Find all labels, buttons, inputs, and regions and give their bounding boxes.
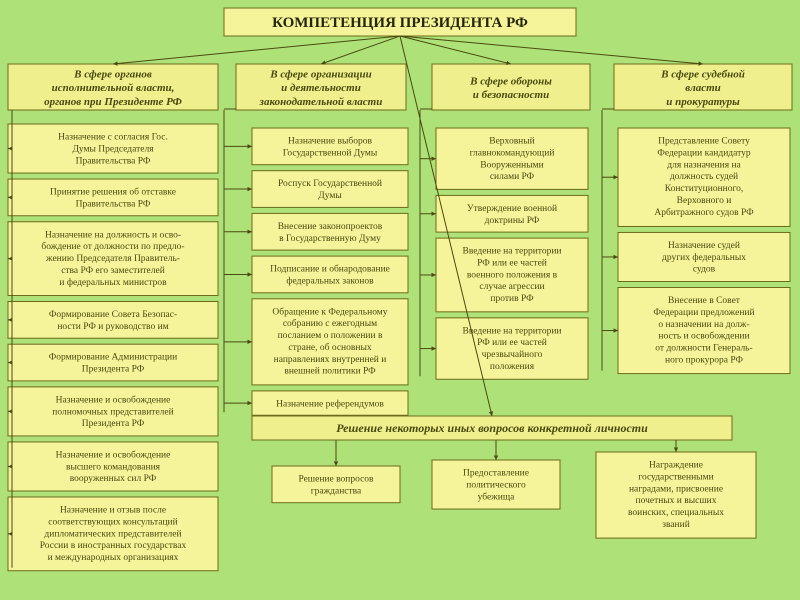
svg-text:Предоставление: Предоставление [463, 469, 529, 479]
svg-text:Думы: Думы [318, 191, 342, 201]
footer-title: Решение некоторых иных вопросов конкретн… [336, 421, 648, 435]
svg-text:ности РФ и руководство им: ности РФ и руководство им [57, 322, 168, 332]
svg-text:Думы Председателя: Думы Председателя [72, 144, 154, 154]
svg-text:и международных организациях: и международных организациях [48, 553, 179, 563]
svg-text:Обращение к Федеральному: Обращение к Федеральному [272, 306, 387, 317]
svg-text:дипломатических представителей: дипломатических представителей [44, 528, 181, 539]
svg-text:и безопасности: и безопасности [473, 89, 549, 101]
svg-text:силами РФ: силами РФ [490, 172, 535, 182]
svg-text:Верховный: Верховный [489, 136, 534, 147]
svg-text:Назначение и освобождение: Назначение и освобождение [56, 449, 171, 460]
svg-text:власти: власти [685, 82, 721, 94]
svg-text:бождение от должности по предл: бождение от должности по предло- [41, 241, 184, 252]
svg-text:Внесение в Совет: Внесение в Совет [668, 296, 741, 306]
svg-text:Формирование Администрации: Формирование Администрации [49, 353, 177, 363]
svg-text:Решение вопросов: Решение вопросов [298, 475, 374, 485]
svg-text:Утверждение военной: Утверждение военной [467, 203, 557, 214]
svg-text:Арбитражного судов РФ: Арбитражного судов РФ [654, 207, 754, 218]
svg-text:Формирование Совета Безопас-: Формирование Совета Безопас- [49, 310, 177, 320]
svg-text:Назначение на должность и осво: Назначение на должность и осво- [45, 230, 181, 240]
svg-text:и деятельности: и деятельности [281, 82, 361, 94]
svg-text:Назначение с согласия Гос.: Назначение с согласия Гос. [58, 133, 168, 143]
svg-text:Государственной Думы: Государственной Думы [283, 147, 378, 158]
svg-text:Федерации кандидатур: Федерации кандидатур [657, 148, 751, 158]
svg-text:Принятие решения об отставке: Принятие решения об отставке [50, 187, 176, 198]
svg-text:Внесение законопроектов: Внесение законопроектов [278, 222, 383, 232]
svg-text:случае агрессии: случае агрессии [479, 282, 544, 292]
svg-text:законодательной власти: законодательной власти [259, 96, 383, 108]
svg-text:Федерации предложений: Федерации предложений [653, 307, 754, 318]
svg-text:чрезвычайного: чрезвычайного [482, 349, 543, 360]
svg-text:Конституционного,: Конституционного, [665, 184, 744, 194]
svg-text:Введение на территории: Введение на территории [463, 247, 562, 257]
svg-text:Назначение референдумов: Назначение референдумов [276, 398, 384, 409]
svg-text:высшего командования: высшего командования [66, 462, 161, 472]
svg-text:внешней политики РФ: внешней политики РФ [284, 366, 376, 377]
svg-text:главнокомандующий: главнокомандующий [470, 147, 555, 158]
svg-text:званий: званий [662, 519, 690, 530]
svg-text:и прокуратуры: и прокуратуры [666, 96, 740, 108]
svg-text:военного положения в: военного положения в [467, 270, 558, 280]
svg-text:Представление Совету: Представление Совету [658, 137, 750, 147]
svg-text:В сфере органов: В сфере органов [73, 68, 152, 80]
svg-text:ность и освобождении: ность и освобождении [658, 331, 749, 342]
svg-text:других федеральных: других федеральных [662, 252, 746, 263]
diagram-root: КОМПЕТЕНЦИЯ ПРЕЗИДЕНТА РФ В сфере органов… [0, 0, 800, 600]
svg-text:ного прокурора РФ: ного прокурора РФ [665, 355, 743, 365]
svg-text:Правительства РФ: Правительства РФ [76, 156, 151, 166]
svg-text:доктрины РФ: доктрины РФ [485, 216, 540, 226]
svg-text:Вооруженными: Вооруженными [480, 160, 543, 170]
svg-text:о назначении на долж-: о назначении на долж- [658, 320, 749, 330]
svg-text:должность судей: должность судей [670, 171, 738, 182]
svg-text:федеральных законов: федеральных законов [286, 275, 374, 286]
svg-text:жению Председателя Правитель-: жению Председателя Правитель- [45, 254, 180, 264]
svg-text:ства РФ его заместителей: ства РФ его заместителей [61, 265, 165, 276]
svg-text:направлениях внутренней и: направлениях внутренней и [274, 354, 387, 365]
svg-text:соответствующих консультаций: соответствующих консультаций [48, 516, 177, 527]
svg-text:исполнительной власти,: исполнительной власти, [52, 82, 175, 94]
svg-text:России в иностранных государст: России в иностранных государствах [40, 541, 187, 551]
svg-text:Награждение: Награждение [649, 461, 703, 471]
svg-text:Введение на территории: Введение на территории [463, 326, 562, 336]
svg-text:политического: политического [466, 480, 526, 490]
svg-text:Назначение судей: Назначение судей [668, 240, 740, 251]
svg-text:Назначение и освобождение: Назначение и освобождение [56, 394, 171, 405]
svg-text:наградами, присвоение: наградами, присвоение [629, 484, 723, 494]
svg-text:Правительства РФ: Правительства РФ [76, 199, 151, 209]
title: КОМПЕТЕНЦИЯ ПРЕЗИДЕНТА РФ [272, 15, 528, 31]
svg-text:В сфере организации: В сфере организации [269, 68, 372, 80]
svg-text:Подписание и обнародование: Подписание и обнародование [270, 264, 390, 275]
svg-text:воинских, специальных: воинских, специальных [628, 508, 724, 518]
svg-text:В сфере обороны: В сфере обороны [469, 75, 552, 87]
svg-text:Верховного и: Верховного и [677, 196, 732, 206]
svg-text:Роспуск Государственной: Роспуск Государственной [278, 178, 382, 189]
svg-text:от должности Генераль-: от должности Генераль- [655, 344, 752, 354]
svg-text:Назначение и отзыв после: Назначение и отзыв после [60, 506, 166, 516]
svg-text:для назначения на: для назначения на [667, 160, 741, 170]
svg-text:В сфере судебной: В сфере судебной [660, 68, 745, 80]
svg-text:полномочных представителей: полномочных представителей [52, 406, 173, 417]
svg-text:органов при Президенте РФ: органов при Президенте РФ [44, 96, 182, 108]
svg-text:вооруженных сил РФ: вооруженных сил РФ [70, 474, 157, 484]
svg-text:и федеральных министров: и федеральных министров [59, 277, 167, 288]
svg-text:положения: положения [490, 362, 535, 372]
svg-text:посланием о положении в: посланием о положении в [278, 331, 383, 341]
svg-text:стране, об основных: стране, об основных [288, 342, 371, 353]
svg-text:в Государственную Думу: в Государственную Думу [279, 234, 381, 244]
svg-text:гражданства: гражданства [311, 486, 362, 496]
svg-text:Президента РФ: Президента РФ [82, 419, 145, 429]
svg-text:собранию с ежегодным: собранию с ежегодным [283, 318, 377, 329]
svg-text:почетных и высших: почетных и высших [635, 496, 716, 506]
svg-text:против РФ: против РФ [490, 294, 534, 304]
svg-text:Назначение выборов: Назначение выборов [288, 136, 372, 147]
svg-text:судов: судов [693, 265, 716, 275]
svg-text:убежища: убежища [478, 491, 516, 502]
svg-text:РФ или ее частей: РФ или ее частей [477, 337, 547, 348]
svg-text:Президента РФ: Президента РФ [82, 365, 145, 375]
svg-text:РФ или ее частей: РФ или ее частей [477, 257, 547, 268]
svg-text:государственными: государственными [638, 472, 713, 482]
